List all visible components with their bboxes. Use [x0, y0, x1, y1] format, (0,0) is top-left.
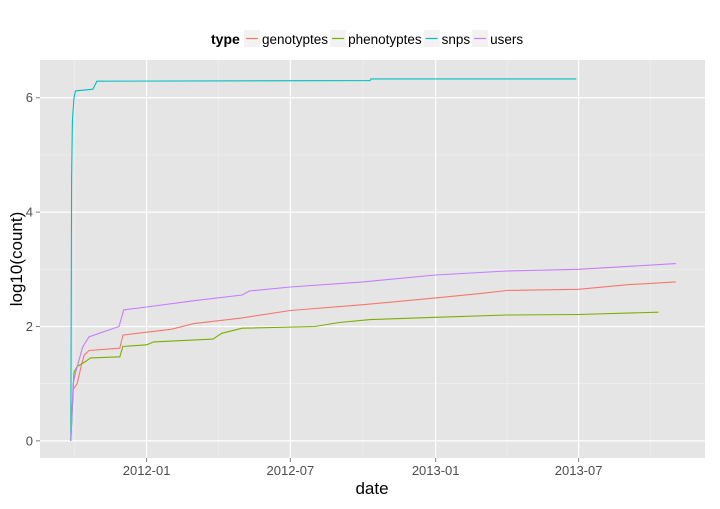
y-tick-label: 0: [26, 433, 33, 448]
x-tick-label: 2013-01: [412, 463, 460, 478]
y-tick-label: 4: [26, 205, 33, 220]
legend-label: users: [490, 32, 523, 47]
legend-label: snps: [442, 32, 471, 47]
x-tick-label: 2012-07: [267, 463, 315, 478]
legend-label: phenotyptes: [348, 32, 422, 47]
plot-panel: [40, 60, 705, 458]
legend-label: genotyptes: [262, 32, 328, 47]
series-line-genotyptes: [70, 281, 676, 441]
grid: [40, 60, 705, 458]
y-axis: 0 2 4 6: [26, 90, 40, 448]
legend-title: type: [211, 31, 240, 47]
series-lines: [70, 78, 676, 441]
series-line-users: [70, 263, 676, 441]
y-axis-label: log10(count): [7, 212, 26, 307]
x-tick-label: 2012-01: [123, 463, 171, 478]
x-axis-label: date: [355, 479, 388, 498]
y-tick-label: 6: [26, 90, 33, 105]
series-line-phenotyptes: [70, 311, 659, 441]
legend: type genotyptes phenotyptes snps users: [211, 30, 523, 47]
y-tick-label: 2: [26, 319, 33, 334]
x-tick-label: 2013-07: [555, 463, 603, 478]
series-line-snps: [70, 78, 577, 441]
x-axis: 2012-01 2012-07 2013-01 2013-07: [123, 458, 603, 478]
